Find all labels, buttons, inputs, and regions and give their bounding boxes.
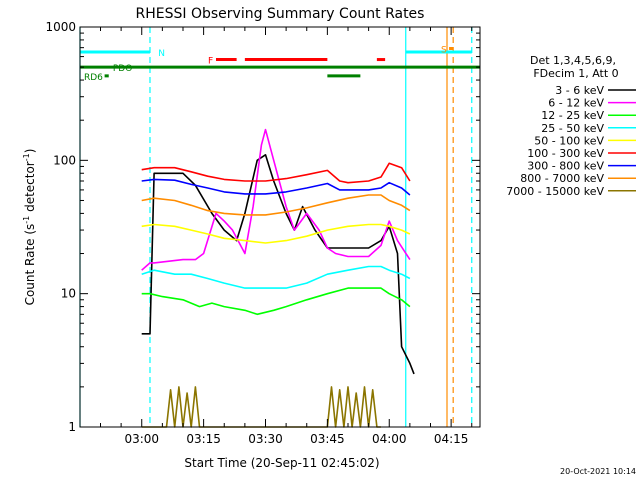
legend-label-3-6-kev: 3 - 6 keV: [555, 84, 604, 97]
y-axis-label-mid: detector: [23, 161, 37, 216]
series-line-7000-15000-kev: [141, 386, 381, 428]
y-axis-label-main: Count Rate (s: [23, 224, 37, 306]
state-bar-label-s: S: [441, 45, 447, 55]
y-axis-label-close: ): [23, 149, 37, 154]
state-bar-label-f: F: [208, 57, 213, 67]
series-line-25-50-kev: [141, 265, 411, 289]
y-tick-label: 1000: [45, 20, 76, 34]
plot-frame: [79, 26, 481, 428]
y-axis-label: Count Rate (s-1 detector-1): [22, 149, 37, 306]
x-tick-label: 04:00: [372, 432, 407, 446]
legend-label-300-800-kev: 300 - 800 keV: [527, 160, 604, 173]
series-line-300-800-kev: [141, 178, 411, 196]
y-axis-label-exp2: -1: [22, 153, 31, 161]
x-axis-label: Start Time (20-Sep-11 02:45:02): [184, 456, 379, 470]
legend-label-7000-15000-kev: 7000 - 15000 keV: [506, 185, 604, 198]
y-tick-label: 10: [61, 287, 76, 301]
state-bar-label-n: N: [158, 49, 165, 59]
footer-timestamp: 20-Oct-2021 10:14: [560, 467, 636, 476]
legend-label-12-25-kev: 12 - 25 keV: [541, 109, 604, 122]
legend-header-1: Det 1,3,4,5,6,9,: [530, 54, 616, 67]
series-line-50-100-kev: [141, 223, 411, 244]
x-tick-label: 03:45: [310, 432, 345, 446]
legend-header-2: FDecim 1, Att 0: [533, 67, 618, 80]
state-bar-label-pdo: PDO: [113, 64, 132, 74]
chart-title: RHESSI Observing Summary Count Rates: [136, 6, 425, 22]
legend-label-25-50-kev: 25 - 50 keV: [541, 122, 604, 135]
legend-label-100-300-kev: 100 - 300 keV: [527, 147, 604, 160]
series-line-800-7000-kev: [141, 194, 411, 216]
series-line-100-300-kev: [141, 162, 411, 184]
x-tick-label: 04:15: [434, 432, 469, 446]
x-tick-label: 03:30: [248, 432, 283, 446]
plot-area: N F S PDO RD6: [79, 27, 480, 428]
state-bar-label-rd6: RD6: [84, 73, 103, 83]
x-tick-label: 03:15: [186, 432, 221, 446]
series-line-12-25-kev: [141, 287, 411, 316]
series-line-6-12-kev: [141, 128, 411, 271]
legend-label-6-12-kev: 6 - 12 keV: [548, 97, 604, 110]
y-axis-label-exp1: -1: [22, 216, 31, 224]
svg-text:Count Rate (s-1 detector-1): Count Rate (s-1 detector-1): [22, 149, 37, 306]
legend-label-50-100-kev: 50 - 100 keV: [534, 134, 604, 147]
axes: 1 10 100 1000 03:00 03:15 03:30 03:45 04:00 04:15: [45, 20, 480, 446]
x-tick-label: 03:00: [124, 432, 159, 446]
y-tick-label: 1: [68, 420, 76, 434]
legend-label-800-7000-kev: 800 - 7000 keV: [520, 172, 604, 185]
y-tick-label: 100: [53, 153, 76, 167]
